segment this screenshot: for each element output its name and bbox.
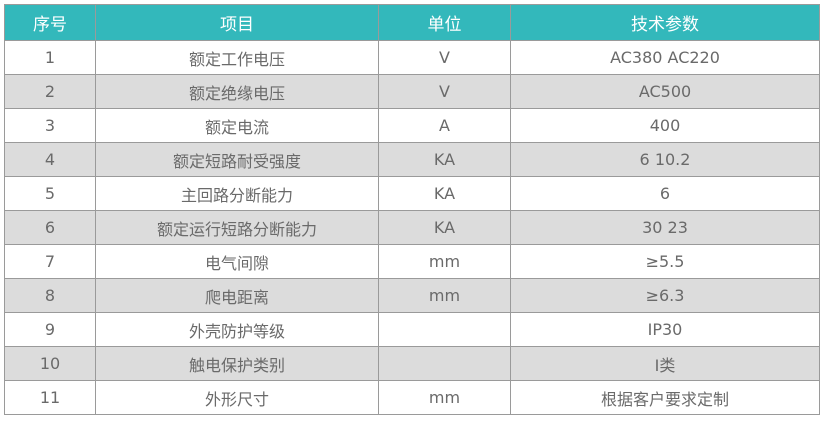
table-row: 5 主回路分断能力 KA 6 [4,176,820,211]
row-unit: KA [378,210,511,245]
row-item: 额定电流 [95,108,379,143]
row-item: 外壳防护等级 [95,312,379,347]
table-row: 4 额定短路耐受强度 KA 6 10.2 [4,142,820,177]
header-row: 序号 项目 单位 技术参数 [4,4,820,41]
row-unit: KA [378,142,511,177]
row-index: 3 [4,108,96,143]
row-item: 主回路分断能力 [95,176,379,211]
row-index: 6 [4,210,96,245]
row-item: 额定运行短路分断能力 [95,210,379,245]
row-index: 1 [4,40,96,75]
header-index: 序号 [4,4,96,41]
row-unit [378,312,511,347]
row-param: 30 23 [510,210,820,245]
row-param: I类 [510,346,820,381]
row-index: 4 [4,142,96,177]
row-item: 触电保护类别 [95,346,379,381]
table-row: 6 额定运行短路分断能力 KA 30 23 [4,210,820,245]
row-unit: V [378,40,511,75]
row-unit: mm [378,380,511,415]
row-param: AC500 [510,74,820,109]
table-row: 10 触电保护类别 I类 [4,346,820,381]
row-param: 根据客户要求定制 [510,380,820,415]
row-item: 电气间隙 [95,244,379,279]
row-item: 额定绝缘电压 [95,74,379,109]
row-unit: V [378,74,511,109]
table-row: 9 外壳防护等级 IP30 [4,312,820,347]
row-unit: mm [378,244,511,279]
row-index: 5 [4,176,96,211]
row-param: AC380 AC220 [510,40,820,75]
row-unit [378,346,511,381]
row-index: 10 [4,346,96,381]
header-unit: 单位 [378,4,511,41]
row-unit: mm [378,278,511,313]
row-param: IP30 [510,312,820,347]
row-param: 400 [510,108,820,143]
row-unit: A [378,108,511,143]
row-item: 额定工作电压 [95,40,379,75]
row-index: 11 [4,380,96,415]
row-index: 9 [4,312,96,347]
table-row: 2 额定绝缘电压 V AC500 [4,74,820,109]
row-param: ≥5.5 [510,244,820,279]
row-param: ≥6.3 [510,278,820,313]
row-unit: KA [378,176,511,211]
table-row: 7 电气间隙 mm ≥5.5 [4,244,820,279]
row-index: 2 [4,74,96,109]
row-param: 6 10.2 [510,142,820,177]
table-row: 11 外形尺寸 mm 根据客户要求定制 [4,380,820,415]
row-param: 6 [510,176,820,211]
table-row: 1 额定工作电压 V AC380 AC220 [4,40,820,75]
row-item: 额定短路耐受强度 [95,142,379,177]
table-row: 3 额定电流 A 400 [4,108,820,143]
row-index: 8 [4,278,96,313]
spec-table: 序号 项目 单位 技术参数 1 额定工作电压 V AC380 AC220 2 额定绝缘电压… [4,4,820,415]
row-index: 7 [4,244,96,279]
table-row: 8 爬电距离 mm ≥6.3 [4,278,820,313]
header-item: 项目 [95,4,379,41]
row-item: 爬电距离 [95,278,379,313]
header-param: 技术参数 [510,4,820,41]
row-item: 外形尺寸 [95,380,379,415]
